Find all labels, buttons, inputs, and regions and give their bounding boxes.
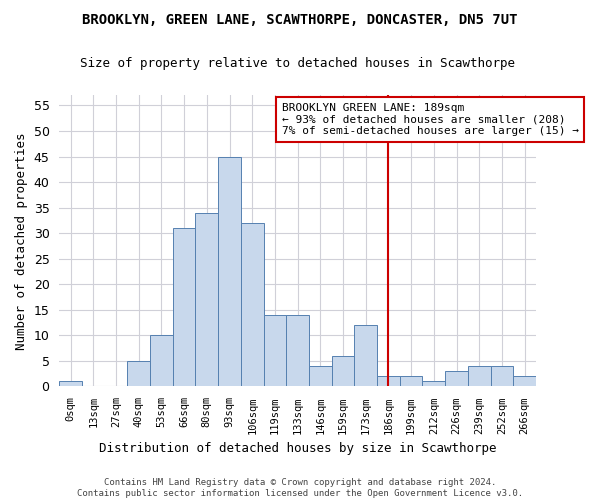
Bar (241, 223, 263, 386)
Bar (468, 366, 491, 386)
Bar (59, 382, 82, 386)
Bar (355, 325, 377, 386)
Text: BROOKLYN GREEN LANE: 189sqm
← 93% of detached houses are smaller (208)
7% of sem: BROOKLYN GREEN LANE: 189sqm ← 93% of det… (282, 103, 579, 136)
Bar (400, 376, 422, 386)
Bar (196, 213, 218, 386)
Bar (513, 376, 536, 386)
Y-axis label: Number of detached properties: Number of detached properties (15, 132, 28, 350)
Bar (445, 371, 468, 386)
Text: Contains HM Land Registry data © Crown copyright and database right 2024.
Contai: Contains HM Land Registry data © Crown c… (77, 478, 523, 498)
Bar (218, 156, 241, 386)
Title: Size of property relative to detached houses in Scawthorpe: Size of property relative to detached ho… (80, 58, 515, 70)
Bar (286, 315, 309, 386)
Bar (332, 356, 355, 386)
Text: BROOKLYN, GREEN LANE, SCAWTHORPE, DONCASTER, DN5 7UT: BROOKLYN, GREEN LANE, SCAWTHORPE, DONCAS… (82, 12, 518, 26)
Bar (377, 376, 400, 386)
X-axis label: Distribution of detached houses by size in Scawthorpe: Distribution of detached houses by size … (99, 442, 496, 455)
Bar (173, 228, 196, 386)
Bar (422, 382, 445, 386)
Bar (491, 366, 513, 386)
Bar (127, 361, 150, 386)
Bar (309, 366, 332, 386)
Bar (263, 315, 286, 386)
Bar (150, 336, 173, 386)
